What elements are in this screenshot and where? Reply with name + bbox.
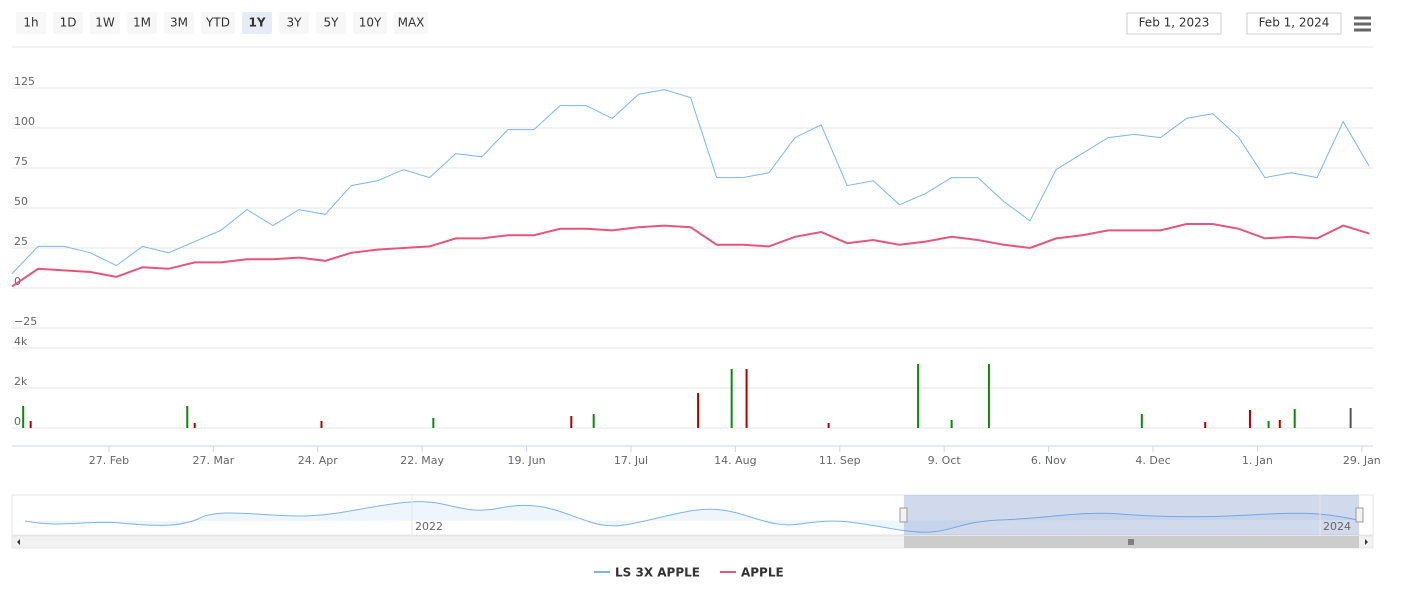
line-series — [11, 89, 1370, 274]
y-tick-label: 25 — [14, 235, 28, 248]
y-tick-label: 4k — [14, 335, 28, 348]
navigator-handle[interactable] — [899, 507, 908, 523]
x-tick-label: 9. Oct — [928, 454, 962, 467]
volume-bar — [320, 421, 323, 428]
range-button[interactable] — [90, 12, 120, 34]
navigator-line — [24, 501, 1359, 533]
range-button-label: MAX — [398, 16, 425, 30]
range-button-label: 3M — [170, 16, 188, 30]
range-button[interactable] — [353, 12, 387, 34]
x-tick-label: 27. Mar — [192, 454, 234, 467]
range-button-label: 1h — [23, 16, 38, 30]
range-button[interactable] — [394, 12, 428, 34]
x-tick-label: 22. May — [400, 454, 444, 467]
range-button-label: 10Y — [359, 16, 382, 30]
date-input-label: Feb 1, 2024 — [1259, 16, 1330, 30]
range-button[interactable] — [53, 12, 83, 34]
x-tick-label: 4. Dec — [1135, 454, 1170, 467]
range-button[interactable] — [16, 12, 46, 34]
volume-bar — [193, 423, 196, 428]
y-tick-label: 75 — [14, 155, 28, 168]
x-tick-label: 14. Aug — [714, 454, 756, 467]
navigator-handle[interactable] — [1355, 507, 1364, 523]
volume-bar — [697, 393, 700, 428]
x-tick-label: 11. Sep — [819, 454, 861, 467]
range-button[interactable] — [201, 12, 235, 34]
volume-bar — [987, 364, 990, 428]
volume-bar — [22, 406, 25, 428]
date-input[interactable] — [1126, 12, 1222, 35]
navigator-label: 2022 — [415, 520, 443, 533]
line-series — [11, 223, 1370, 288]
volume-bar — [827, 423, 830, 428]
y-tick-label: 125 — [14, 75, 35, 88]
volume-bar — [1140, 414, 1143, 428]
y-tick-label: 2k — [14, 375, 28, 388]
range-button-label: 1Y — [248, 16, 265, 30]
volume-bar — [730, 369, 733, 428]
range-button-label: 1W — [95, 16, 115, 30]
menu-button[interactable] — [1354, 16, 1371, 32]
volume-bar — [1349, 408, 1352, 428]
x-tick-label: 19. Jun — [507, 454, 545, 467]
x-tick-label: 6. Nov — [1031, 454, 1067, 467]
volume-bar — [432, 418, 435, 428]
x-tick-label: 29. Jan — [1343, 454, 1381, 467]
volume-bar — [745, 369, 748, 428]
navigator: 2022 2024 — [11, 494, 1374, 549]
legend-label[interactable]: LS 3X APPLE — [615, 566, 700, 580]
volume-bar — [1293, 409, 1296, 428]
range-button-label: 1D — [60, 16, 77, 30]
date-input[interactable] — [1246, 12, 1342, 35]
y-tick-label: 100 — [14, 115, 35, 128]
volume-bar — [570, 416, 573, 428]
x-tick-label: 17. Jul — [614, 454, 648, 467]
range-button-label: YTD — [205, 16, 230, 30]
range-button[interactable] — [127, 12, 157, 34]
range-button-label: 1M — [133, 16, 151, 30]
range-button-label: 5Y — [324, 16, 340, 30]
range-button-label: 3Y — [287, 16, 303, 30]
volume-bar — [1248, 410, 1251, 428]
volume-bar — [1278, 420, 1281, 428]
volume-bar — [1204, 422, 1207, 428]
range-button[interactable] — [242, 12, 272, 34]
y-tick-label: 0 — [14, 415, 21, 428]
volume-bar — [592, 414, 595, 428]
y-tick-label: 50 — [14, 195, 28, 208]
volume-bar — [917, 364, 920, 428]
x-tick-label: 27. Feb — [89, 454, 129, 467]
x-tick-label: 24. Apr — [298, 454, 338, 467]
legend-label[interactable]: APPLE — [741, 566, 784, 580]
volume-bar — [29, 421, 32, 428]
y-tick-label: −25 — [14, 315, 37, 328]
range-button[interactable] — [164, 12, 194, 34]
navigator-mask — [904, 495, 1359, 535]
scrollbar-grip — [1128, 539, 1134, 545]
navigator-label: 2024 — [1323, 520, 1351, 533]
volume-bar — [186, 406, 189, 428]
range-button[interactable] — [279, 12, 309, 34]
volume-bar — [950, 420, 953, 428]
range-button[interactable] — [316, 12, 346, 34]
volume-bar — [1267, 421, 1270, 428]
date-input-label: Feb 1, 2023 — [1139, 16, 1210, 30]
x-tick-label: 1. Jan — [1242, 454, 1273, 467]
